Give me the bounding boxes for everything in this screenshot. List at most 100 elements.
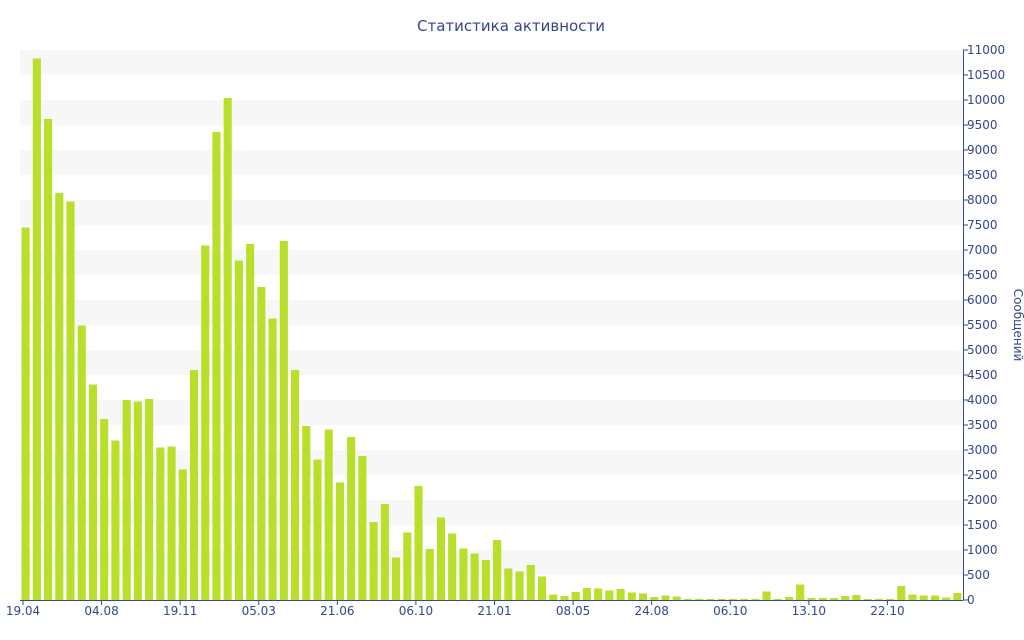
bar-52[interactable] bbox=[605, 590, 614, 601]
bar-78[interactable] bbox=[897, 586, 906, 600]
bar-83[interactable] bbox=[953, 593, 962, 600]
bar-68[interactable] bbox=[784, 597, 794, 600]
bar-12[interactable] bbox=[156, 447, 165, 601]
y-tick-label: 5500 bbox=[967, 318, 998, 332]
bar-31[interactable] bbox=[369, 522, 378, 600]
grid-band bbox=[20, 200, 963, 225]
grid-band bbox=[20, 400, 963, 425]
bar-81[interactable] bbox=[930, 595, 939, 601]
bar-10[interactable] bbox=[133, 401, 142, 601]
bar-0[interactable] bbox=[21, 227, 30, 601]
bar-56[interactable] bbox=[650, 597, 659, 600]
bar-62[interactable] bbox=[717, 599, 726, 600]
bar-50[interactable] bbox=[582, 588, 591, 600]
bar-45[interactable] bbox=[526, 565, 535, 600]
y-tick-label: 9500 bbox=[967, 118, 998, 132]
bar-32[interactable] bbox=[380, 504, 389, 600]
bar-9[interactable] bbox=[122, 400, 131, 600]
bar-19[interactable] bbox=[234, 260, 243, 601]
bar-60[interactable] bbox=[695, 599, 704, 600]
bar-80[interactable] bbox=[919, 595, 928, 601]
bar-35[interactable] bbox=[414, 486, 423, 600]
bar-4[interactable] bbox=[66, 201, 75, 601]
bar-61[interactable] bbox=[706, 599, 715, 600]
bar-75[interactable] bbox=[863, 599, 872, 600]
bar-13[interactable] bbox=[167, 446, 176, 601]
bar-29[interactable] bbox=[347, 437, 356, 600]
bar-73[interactable] bbox=[841, 596, 850, 600]
bar-71[interactable] bbox=[818, 598, 827, 600]
bar-43[interactable] bbox=[504, 568, 513, 601]
bar-30[interactable] bbox=[358, 456, 367, 600]
bar-27[interactable] bbox=[324, 429, 333, 601]
bar-14[interactable] bbox=[178, 469, 187, 601]
bar-2[interactable] bbox=[44, 119, 53, 600]
bar-76[interactable] bbox=[874, 599, 883, 600]
bar-55[interactable] bbox=[639, 593, 648, 601]
bar-26[interactable] bbox=[313, 459, 322, 601]
bar-63[interactable] bbox=[728, 599, 737, 600]
bar-64[interactable] bbox=[740, 599, 749, 600]
bar-11[interactable] bbox=[145, 399, 154, 600]
bar-7[interactable] bbox=[100, 419, 109, 600]
bar-21[interactable] bbox=[257, 287, 266, 600]
bar-8[interactable] bbox=[111, 440, 120, 601]
bar-17[interactable] bbox=[212, 132, 221, 600]
bar-41[interactable] bbox=[481, 560, 490, 600]
bar-23[interactable] bbox=[279, 241, 288, 600]
bar-33[interactable] bbox=[392, 557, 401, 601]
bar-69[interactable] bbox=[796, 584, 805, 601]
bar-44[interactable] bbox=[515, 571, 524, 601]
grid-band bbox=[20, 300, 963, 325]
bar-46[interactable] bbox=[537, 576, 547, 601]
y-tick-label: 3500 bbox=[967, 418, 998, 432]
bar-39[interactable] bbox=[459, 548, 468, 601]
bar-34[interactable] bbox=[403, 532, 412, 601]
bar-25[interactable] bbox=[302, 426, 311, 600]
bar-6[interactable] bbox=[88, 384, 98, 601]
bar-67[interactable] bbox=[773, 599, 782, 600]
bar-15[interactable] bbox=[189, 370, 199, 600]
bar-38[interactable] bbox=[448, 533, 457, 601]
bar-82[interactable] bbox=[942, 597, 951, 601]
bar-65[interactable] bbox=[751, 599, 760, 600]
bar-72[interactable] bbox=[829, 598, 838, 600]
bar-58[interactable] bbox=[672, 596, 681, 601]
bar-37[interactable] bbox=[436, 517, 446, 601]
bar-16[interactable] bbox=[201, 245, 210, 601]
bar-70[interactable] bbox=[807, 598, 816, 600]
grid-bands bbox=[20, 50, 963, 575]
bar-57[interactable] bbox=[661, 595, 670, 601]
y-tick-label: 5000 bbox=[967, 343, 998, 357]
bar-48[interactable] bbox=[560, 596, 569, 600]
bar-74[interactable] bbox=[852, 595, 861, 600]
bar-47[interactable] bbox=[549, 594, 558, 601]
bar-54[interactable] bbox=[627, 592, 636, 601]
grid-band bbox=[20, 150, 963, 175]
bar-51[interactable] bbox=[594, 588, 603, 601]
bar-3[interactable] bbox=[55, 193, 64, 600]
bar-22[interactable] bbox=[268, 318, 277, 601]
grid-band bbox=[20, 550, 963, 575]
bar-40[interactable] bbox=[470, 553, 479, 601]
y-tick-label: 10500 bbox=[967, 68, 1005, 82]
bar-24[interactable] bbox=[291, 370, 300, 600]
bar-49[interactable] bbox=[571, 592, 580, 600]
bar-20[interactable] bbox=[246, 244, 255, 600]
grid-band bbox=[20, 100, 963, 125]
y-tick-label: 2000 bbox=[967, 493, 998, 507]
bar-36[interactable] bbox=[425, 549, 434, 600]
y-tick-label: 8500 bbox=[967, 168, 998, 182]
bar-79[interactable] bbox=[908, 594, 917, 601]
bar-5[interactable] bbox=[77, 325, 86, 601]
bar-77[interactable] bbox=[885, 599, 895, 600]
bar-66[interactable] bbox=[762, 591, 771, 601]
bar-18[interactable] bbox=[223, 98, 232, 600]
bar-28[interactable] bbox=[335, 482, 344, 601]
bar-42[interactable] bbox=[493, 540, 502, 600]
bar-53[interactable] bbox=[616, 589, 625, 600]
bar-59[interactable] bbox=[683, 599, 692, 600]
bar-1[interactable] bbox=[32, 58, 41, 601]
y-tick-label: 500 bbox=[967, 568, 990, 582]
